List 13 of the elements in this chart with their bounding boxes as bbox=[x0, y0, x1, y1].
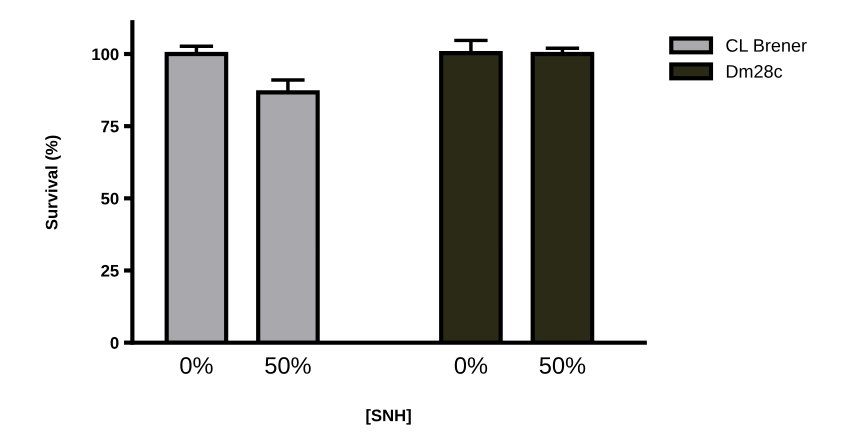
x-axis-title: [SNH] bbox=[366, 409, 411, 425]
y-tick-label: 25 bbox=[101, 264, 119, 277]
y-tick-label: 50 bbox=[101, 192, 118, 205]
legend-label: Dm28c bbox=[726, 65, 782, 78]
x-tick-label: 50% bbox=[265, 357, 311, 374]
y-tick-label: 100 bbox=[92, 48, 118, 60]
legend-label: CL Brener bbox=[726, 39, 807, 52]
x-tick-label: 0% bbox=[180, 357, 213, 374]
x-tick-label: 0% bbox=[454, 357, 488, 374]
y-axis-title: Survival (%) bbox=[45, 136, 61, 230]
y-tick-label: 0 bbox=[110, 337, 118, 349]
y-tick-label: 75 bbox=[101, 120, 119, 132]
x-tick-label: 50% bbox=[540, 357, 586, 374]
